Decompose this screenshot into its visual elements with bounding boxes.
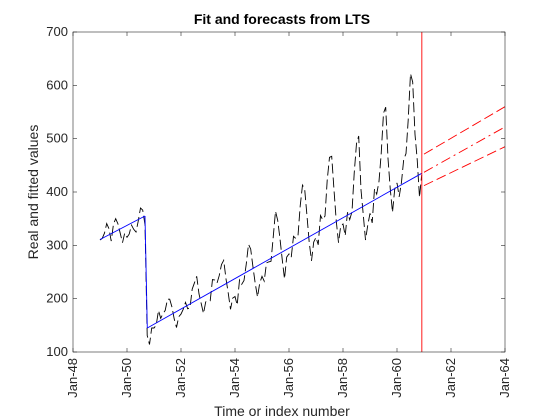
y-tick-label: 700: [46, 24, 68, 39]
plot-frame: [72, 31, 506, 353]
chart-marks: [99, 32, 505, 352]
y-tick-label: 100: [46, 344, 68, 359]
fitted-line-segment-2: [147, 172, 423, 329]
y-tick-label: 500: [46, 131, 68, 146]
y-tick-label: 300: [46, 237, 68, 252]
x-tick-label: Jan-60: [389, 358, 404, 398]
x-tick-label: Jan-62: [443, 358, 458, 398]
x-tick-label: Jan-50: [119, 358, 134, 398]
x-tick-label: Jan-64: [497, 358, 512, 398]
axis-ticks: 100 200 300 400 500 600 700 Jan-48 Jan-50 Jan-52 J…: [46, 24, 512, 398]
fitted-line-segment-1: [144, 215, 148, 329]
plot-area: [73, 32, 505, 352]
x-axis-label: Time or index number: [214, 403, 350, 419]
real-line: [99, 73, 423, 345]
x-tick-label: Jan-48: [65, 358, 80, 398]
forecast-upper-line: [423, 106, 505, 155]
chart-title: Fit and forecasts from LTS: [194, 11, 370, 27]
y-axis-label: Real and fitted values: [25, 125, 41, 260]
forecast-lower-line: [423, 146, 505, 187]
y-tick-label: 600: [46, 77, 68, 92]
x-tick-label: Jan-56: [281, 358, 296, 398]
y-tick-label: 200: [46, 291, 68, 306]
forecast-center-line: [423, 126, 505, 173]
y-tick-label: 400: [46, 184, 68, 199]
x-tick-label: Jan-54: [227, 358, 242, 398]
x-tick-label: Jan-58: [335, 358, 350, 398]
fitted-line-segment-0: [99, 215, 146, 240]
x-tick-label: Jan-52: [173, 358, 188, 398]
